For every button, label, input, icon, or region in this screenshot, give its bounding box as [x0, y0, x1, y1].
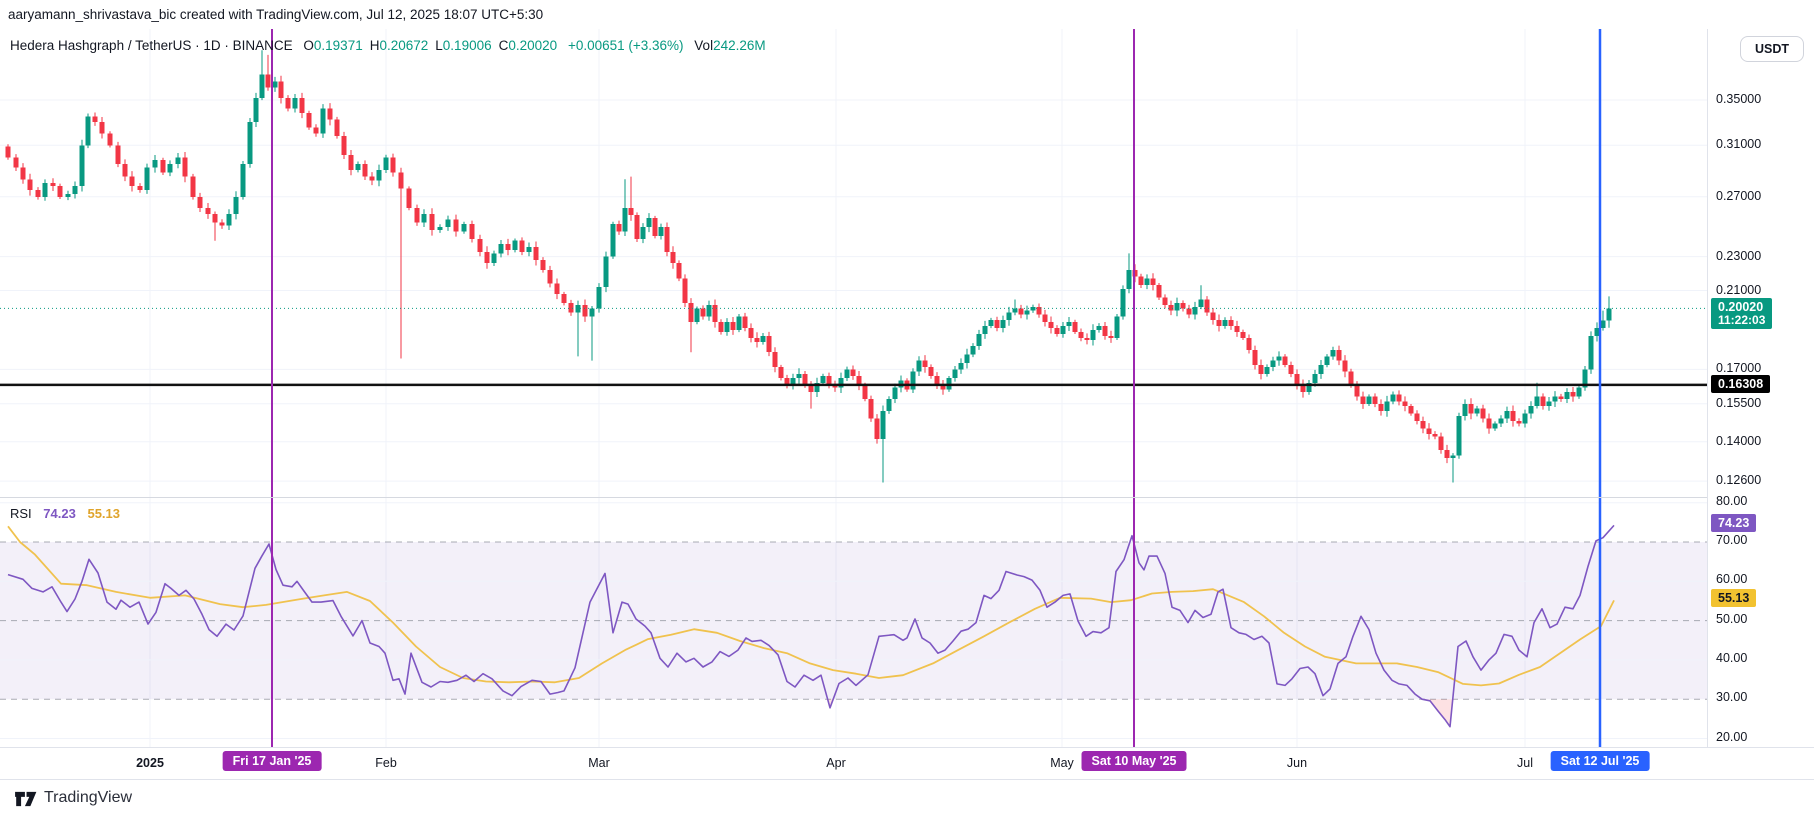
price-tick: 0.12600	[1716, 473, 1762, 488]
price-tick: 0.15500	[1716, 395, 1762, 410]
price-tick: 0.14000	[1716, 433, 1762, 448]
rsi-pane[interactable]: RSI 74.23 55.13	[0, 497, 1707, 748]
rsi-indicator-label: RSI	[10, 506, 32, 521]
time-tick-2025: 2025	[136, 756, 164, 770]
price-pane[interactable]: Hedera Hashgraph / TetherUS · 1D · BINAN…	[0, 29, 1707, 497]
rsi-tick: 50.00	[1716, 611, 1748, 626]
attribution-text: aaryamann_shrivastava_bic created with T…	[8, 7, 544, 22]
price-tick: 0.23000	[1716, 248, 1762, 263]
time-tick-mar: Mar	[588, 756, 610, 770]
rsi-tick: 30.00	[1716, 690, 1748, 705]
rsi-tick: 70.00	[1716, 533, 1748, 547]
event-date-badge: Sat 10 May '25	[1081, 751, 1187, 771]
symbol-legend: Hedera Hashgraph / TetherUS · 1D · BINAN…	[10, 38, 766, 53]
ohlc-key: H	[369, 38, 380, 53]
tradingview-logo-icon[interactable]	[14, 790, 38, 808]
rsi-tick: 60.00	[1716, 572, 1748, 587]
attribution-bar: aaryamann_shrivastava_bic created with T…	[0, 0, 1814, 30]
time-tick-feb: Feb	[375, 756, 397, 770]
level-price-badge: 0.16308	[1711, 374, 1771, 393]
volume-value: 242.26M	[713, 38, 766, 53]
ohlc-value: 0.19006	[442, 38, 492, 53]
ohlc-key: O	[303, 38, 314, 53]
time-scale-axis[interactable]: 2025 Feb Mar Apr May Jun Jul Fri 17 Jan '25 Sat …	[0, 747, 1814, 780]
rsi-legend: RSI 74.23 55.13	[10, 506, 120, 521]
tradingview-logo-text[interactable]: TradingView	[44, 789, 133, 806]
ohlc-value: 0.19371	[313, 38, 363, 53]
volume-label: Vol	[694, 38, 714, 53]
currency-toggle-button[interactable]: USDT	[1740, 36, 1804, 62]
rsi-tick: 40.00	[1716, 650, 1748, 665]
price-tick: 0.35000	[1716, 92, 1762, 106]
rsi-chart-canvas[interactable]	[0, 498, 1707, 748]
price-tick: 0.31000	[1716, 137, 1762, 152]
rsi-tick: 20.00	[1716, 729, 1748, 744]
event-date-badge: Fri 17 Jan '25	[222, 751, 322, 771]
symbol-title: Hedera Hashgraph / TetherUS · 1D · BINAN…	[10, 38, 293, 53]
rsi-ma-value-badge: 55.13	[1711, 589, 1757, 608]
rsi-value: 74.23	[43, 506, 76, 521]
ohlc-values: O0.19371 H0.20672 L0.19006 C0.20020	[296, 38, 557, 53]
price-tick: 0.17000	[1716, 361, 1762, 376]
change-value: +0.00651 (+3.36%)	[567, 38, 684, 53]
last-price-badge: 0.20020 11:22:03	[1711, 298, 1773, 330]
ohlc-value: 0.20020	[508, 38, 558, 53]
rsi-tick: 80.00	[1716, 493, 1748, 508]
ohlc-key: L	[435, 38, 443, 53]
price-chart-canvas[interactable]	[0, 29, 1707, 497]
price-scale-axis[interactable]: USDT 0.35000 0.31000 0.27000 0.23000 0.21000…	[1707, 29, 1814, 779]
time-tick-apr: Apr	[826, 756, 846, 770]
time-tick-may: May	[1050, 756, 1074, 770]
ohlc-value: 0.20672	[379, 38, 429, 53]
time-tick-jun: Jun	[1286, 756, 1308, 770]
rsi-value-badge: 74.23	[1711, 514, 1757, 533]
ohlc-key: C	[498, 38, 509, 53]
price-tick: 0.21000	[1716, 282, 1762, 297]
event-date-badge: Sat 12 Jul '25	[1550, 751, 1650, 771]
footer-bar: TradingView	[0, 779, 1814, 817]
price-tick: 0.27000	[1716, 188, 1762, 203]
time-tick-jul: Jul	[1517, 756, 1533, 770]
rsi-ma-value: 55.13	[87, 506, 121, 521]
